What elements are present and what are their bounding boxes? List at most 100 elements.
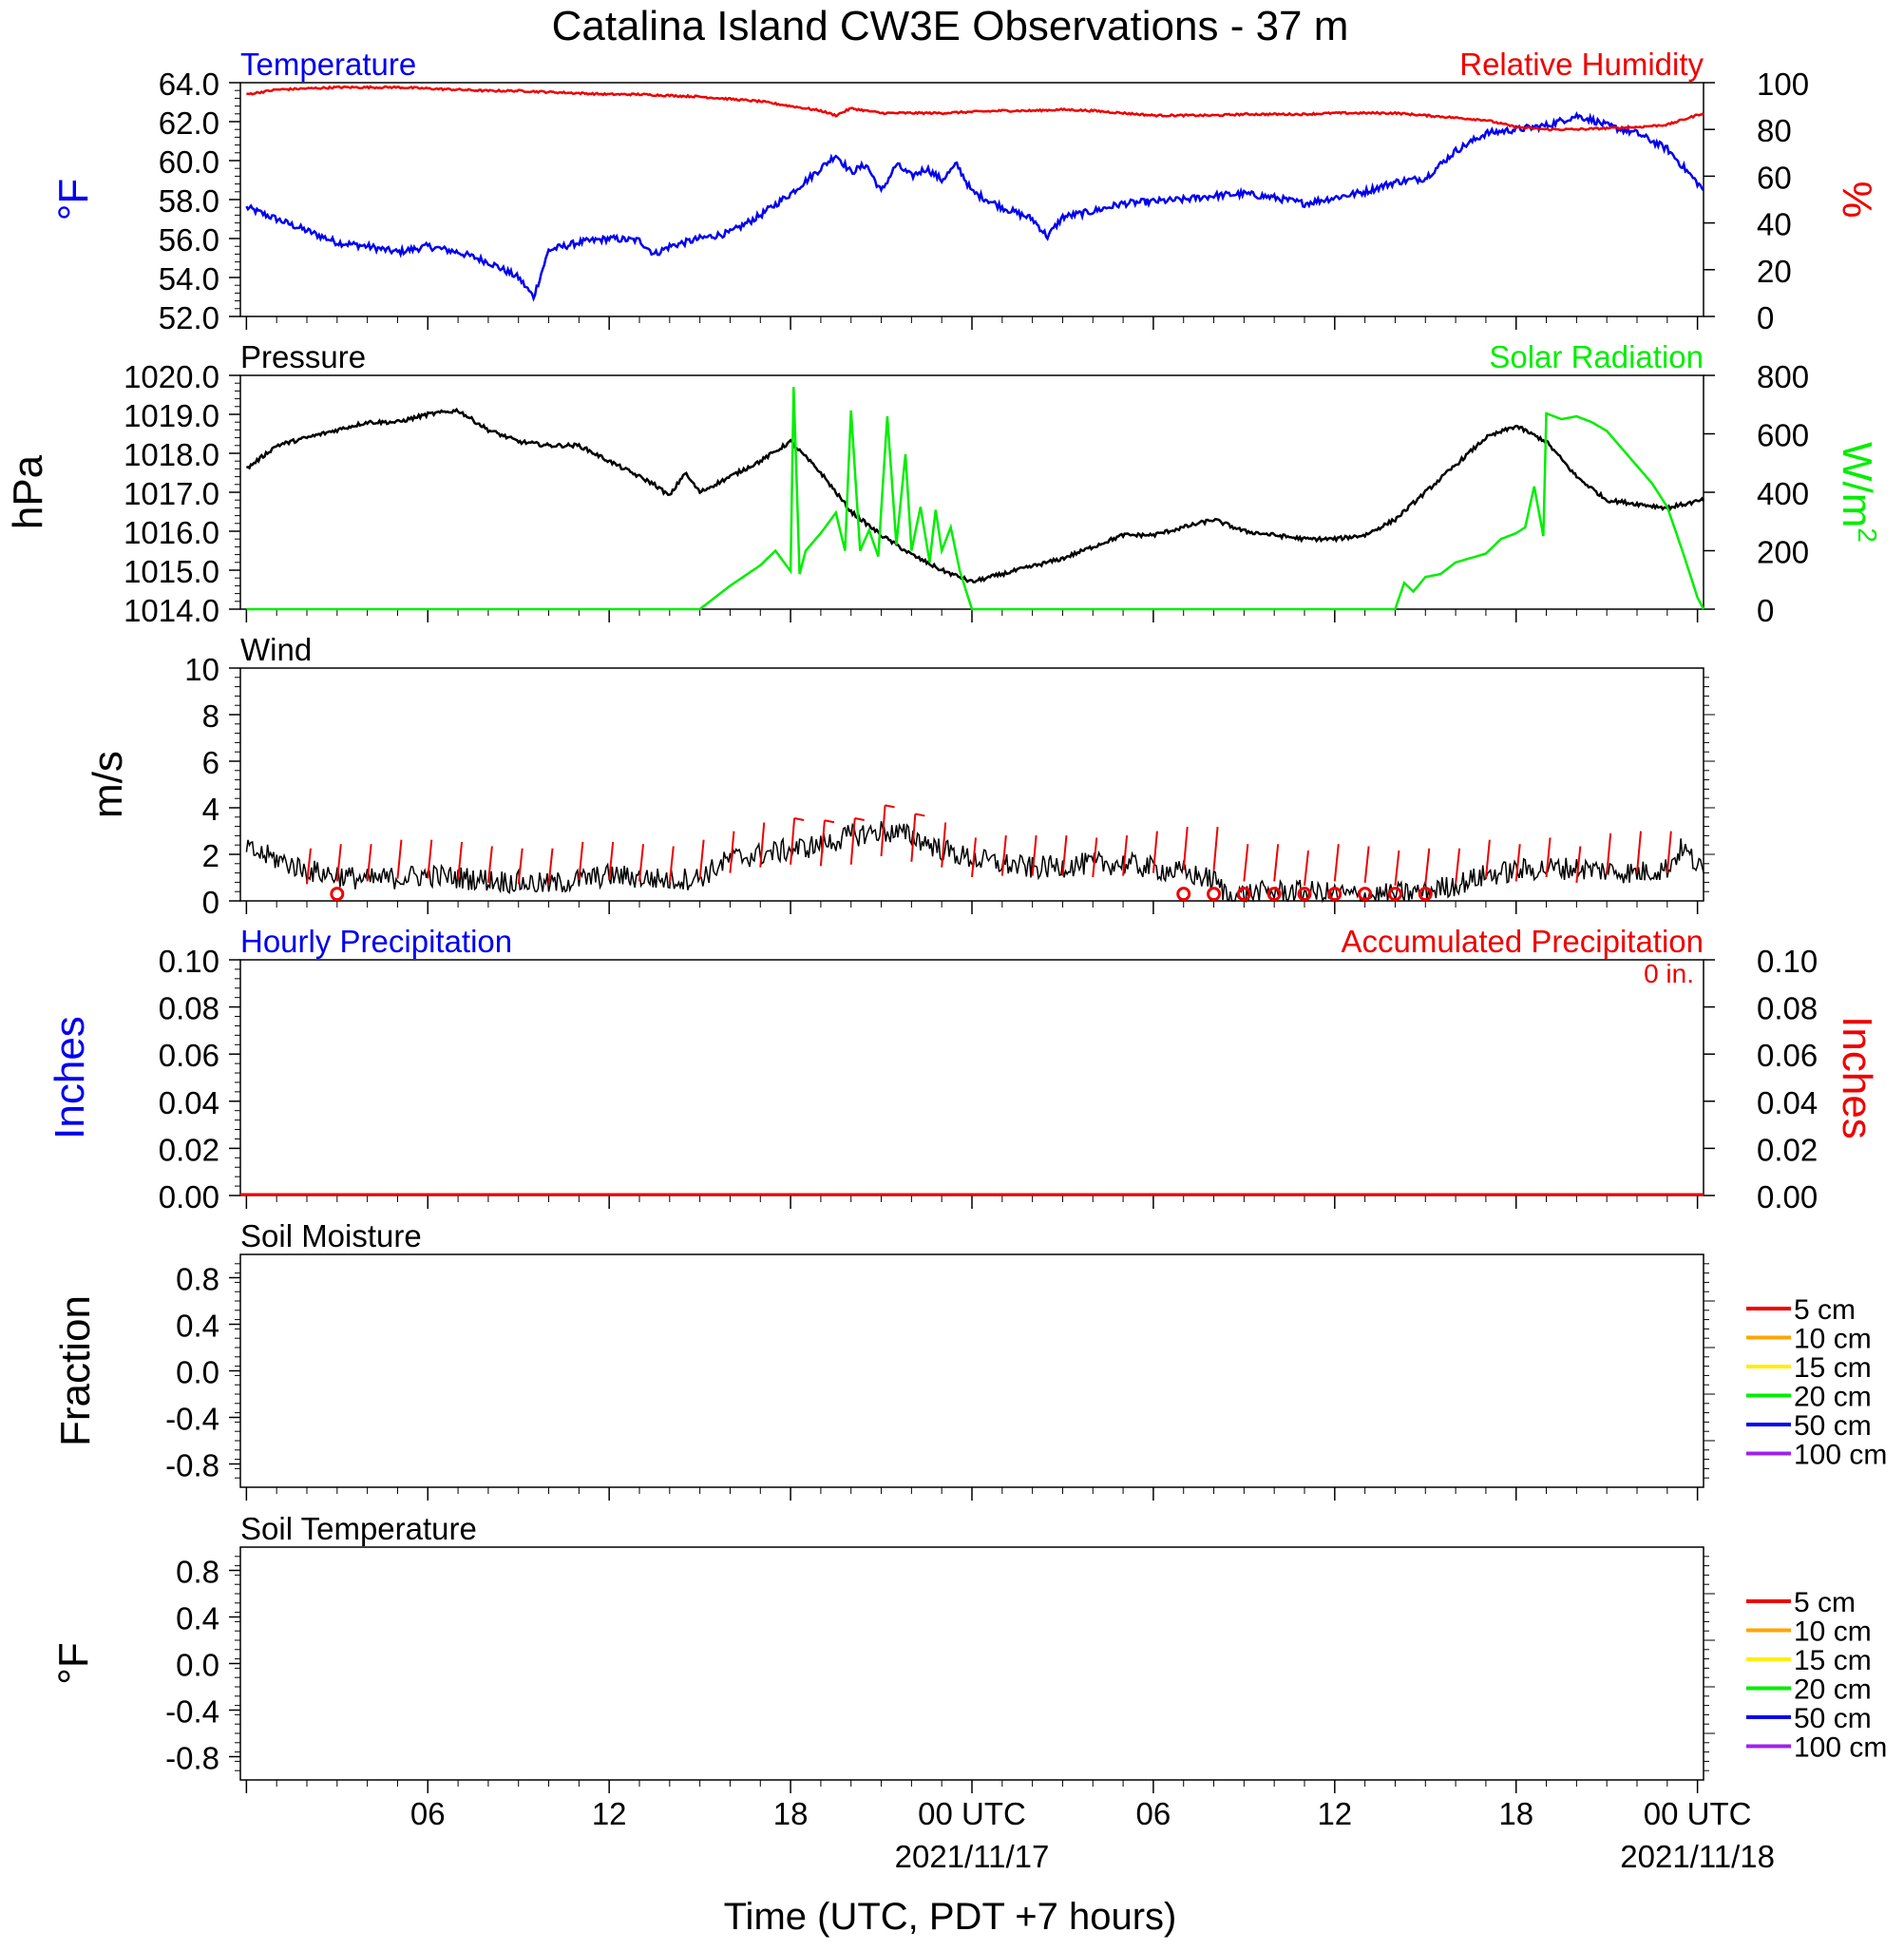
wind-barb	[910, 813, 917, 862]
x-tick-label: 06	[410, 1796, 446, 1831]
wind-barb	[849, 817, 856, 865]
panel-pressure-solar: 1020.0 1019.0 1018.0 1017.0 1016.0 1015.0 1014…	[5, 339, 1882, 628]
wind-barb	[1182, 826, 1189, 870]
wind-barb	[729, 831, 735, 873]
wind-barb	[335, 844, 342, 882]
y-tick-label: 54.0	[159, 261, 219, 296]
y-right-tick-label: 800	[1757, 359, 1809, 394]
y-axis-right-label: Inches	[1834, 1016, 1880, 1139]
wind-barb	[486, 846, 493, 883]
panel-frame	[239, 374, 1704, 610]
y-tick-label: 0.02	[159, 1132, 219, 1167]
x-tick-label: 06	[1136, 1796, 1171, 1831]
y-right-tick-label: 400	[1757, 476, 1809, 511]
y-tick-label: 62.0	[159, 105, 219, 141]
wind-barb	[1092, 837, 1098, 878]
y-tick-label: 1020.0	[124, 359, 219, 394]
y-tick-label: -0.4	[165, 1694, 219, 1730]
wind-barb	[517, 848, 524, 885]
y-tick-label: 0.08	[159, 991, 219, 1026]
panels: 64.062.060.058.056.054.052.0100806040200…	[5, 47, 1887, 1793]
wind-barb	[366, 844, 372, 882]
wind-barb	[1273, 844, 1280, 882]
wind-barb	[1000, 835, 1007, 876]
series-wind-speed	[245, 821, 1704, 904]
wind-barb	[1545, 837, 1552, 878]
panel-wind: 10 8 6 4 2 0 Wind m/s	[85, 632, 1715, 920]
wind-barb	[638, 844, 644, 882]
y-tick-label: 0.8	[176, 1555, 219, 1590]
wind-barb-flag	[824, 819, 835, 824]
y-tick-label: 0.4	[176, 1601, 219, 1636]
wind-barb	[698, 839, 705, 879]
wind-barb	[668, 846, 675, 883]
panel-temperature-humidity: 64.062.060.058.056.054.0 52.0 100 80 60 40 20 0…	[50, 47, 1880, 335]
x-tick-date-label: 2021/11/17	[895, 1839, 1050, 1874]
legend-label: 5 cm	[1794, 1294, 1856, 1326]
calm-wind-circle	[330, 887, 345, 902]
y-axis-right-label-superscript: 2	[1853, 527, 1882, 543]
panel-title-right: Solar Radiation	[1489, 339, 1704, 374]
y-right-tick-label: 0.04	[1757, 1085, 1818, 1120]
x-axis-label: Time (UTC, PDT +7 hours)	[724, 1896, 1177, 1938]
y-axis-label: °F	[50, 1642, 97, 1684]
wind-barb	[1304, 850, 1309, 886]
y-tick-label: 8	[202, 698, 219, 734]
wind-barb	[1333, 844, 1340, 882]
panel-precipitation: 0.10 0.08 0.06 0.04 0.02 0.00 0.10 0.08 0.06 0.04…	[47, 924, 1880, 1215]
panel-title: Hourly Precipitation	[240, 924, 512, 959]
y-tick-label: 0.04	[159, 1085, 219, 1120]
y-tick-label: 1014.0	[124, 593, 219, 628]
wind-barb-flag	[793, 816, 805, 821]
y-axis-label: °F	[50, 179, 97, 220]
y-tick-label: -0.8	[165, 1448, 219, 1483]
wind-barb	[1455, 848, 1461, 885]
series-solar	[246, 387, 1705, 611]
y-tick-label: 0.00	[159, 1179, 219, 1215]
calm-wind-circle	[1207, 887, 1222, 902]
wind-barb	[608, 841, 615, 881]
figure-title: Catalina Island CW3E Observations - 37 m	[552, 3, 1349, 49]
wind-barb	[457, 841, 464, 881]
y-tick-label: 2	[202, 838, 219, 873]
y-tick-label: 0.10	[159, 944, 219, 979]
time-axis: 06 12 18 00 UTC 2021/11/17 06 12 18 00 UTC 2021/1…	[410, 1796, 1775, 1874]
panel-title-right: Relative Humidity	[1459, 47, 1704, 82]
y-tick-label: -0.8	[165, 1741, 219, 1776]
wind-barb	[1394, 850, 1400, 886]
legend-label: 10 cm	[1794, 1616, 1872, 1648]
y-axis-right-label-text: Inches	[1834, 1016, 1880, 1139]
panel-soil-moisture: 0.8 0.4 0.0 -0.4 -0.8 Soil Moisture Fraction 5 …	[52, 1218, 1887, 1501]
wind-barb	[1666, 831, 1672, 873]
series-pressure	[245, 407, 1705, 583]
y-right-tick-label: 20	[1757, 254, 1792, 289]
y-tick-label: 64.0	[159, 67, 219, 102]
wind-barb	[547, 848, 554, 885]
panel-title: Soil Temperature	[240, 1511, 477, 1546]
calm-wind-circle	[1387, 887, 1402, 902]
calm-wind-circle	[1327, 887, 1342, 902]
x-tick-label: 00 UTC	[918, 1796, 1026, 1831]
legend-label: 20 cm	[1794, 1382, 1872, 1413]
legend-label: 100 cm	[1794, 1440, 1887, 1471]
y-tick-label: 58.0	[159, 183, 219, 219]
y-tick-label: 1016.0	[124, 515, 219, 550]
legend-label: 15 cm	[1794, 1352, 1872, 1384]
y-right-tick-label: 100	[1757, 67, 1809, 102]
y-tick-label: 10	[184, 652, 219, 687]
x-tick-label: 12	[592, 1796, 627, 1831]
y-tick-label: 0.8	[176, 1262, 219, 1297]
y-right-tick-label: 60	[1757, 160, 1792, 195]
y-right-tick-label: 80	[1757, 113, 1792, 148]
x-tick-label: 18	[773, 1796, 809, 1831]
wind-barb	[1514, 844, 1521, 882]
y-tick-label: 1019.0	[124, 398, 219, 433]
panel-frame	[239, 959, 1704, 1196]
wind-barb	[427, 839, 433, 879]
wind-barb	[759, 822, 766, 868]
legend-label: 100 cm	[1794, 1732, 1887, 1764]
panel-frame	[239, 1546, 1704, 1781]
